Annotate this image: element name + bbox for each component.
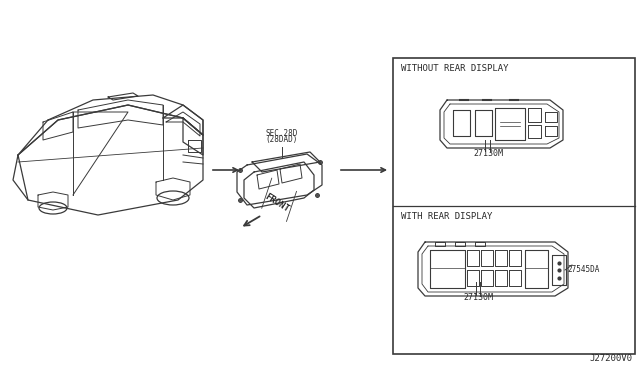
Bar (393, 58, 635, 354)
Text: WITH REAR DISPLAY: WITH REAR DISPLAY (401, 212, 492, 221)
Text: FRONT: FRONT (263, 192, 291, 214)
Text: J27200V0: J27200V0 (589, 354, 632, 363)
Text: 27545DA: 27545DA (567, 266, 600, 275)
Text: 27130M: 27130M (463, 293, 493, 302)
Text: (28DAD): (28DAD) (266, 135, 298, 144)
Text: SEC.28D: SEC.28D (266, 129, 298, 138)
Text: WITHOUT REAR DISPLAY: WITHOUT REAR DISPLAY (401, 64, 509, 73)
Text: 27130M: 27130M (473, 149, 503, 158)
